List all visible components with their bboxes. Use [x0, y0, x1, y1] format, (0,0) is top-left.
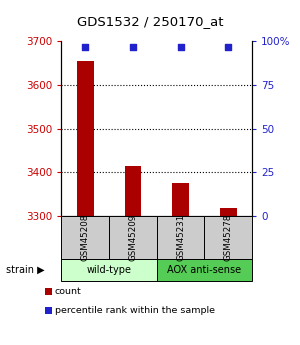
- Text: strain ▶: strain ▶: [6, 265, 45, 275]
- Bar: [77, 61, 94, 216]
- Text: GDS1532 / 250170_at: GDS1532 / 250170_at: [77, 16, 223, 29]
- Bar: [124, 166, 141, 216]
- Text: wild-type: wild-type: [87, 265, 132, 275]
- Text: GSM45209: GSM45209: [128, 214, 137, 261]
- Text: AOX anti-sense: AOX anti-sense: [167, 265, 242, 275]
- Text: GSM45208: GSM45208: [81, 214, 90, 261]
- Point: [83, 44, 88, 49]
- Point: [178, 44, 183, 49]
- Text: GSM45278: GSM45278: [224, 214, 233, 261]
- Text: count: count: [55, 287, 81, 296]
- Bar: [220, 208, 236, 216]
- Point: [226, 44, 231, 49]
- Bar: [172, 183, 189, 216]
- Point: [130, 44, 135, 49]
- Text: GSM45231: GSM45231: [176, 214, 185, 261]
- Text: percentile rank within the sample: percentile rank within the sample: [55, 306, 214, 315]
